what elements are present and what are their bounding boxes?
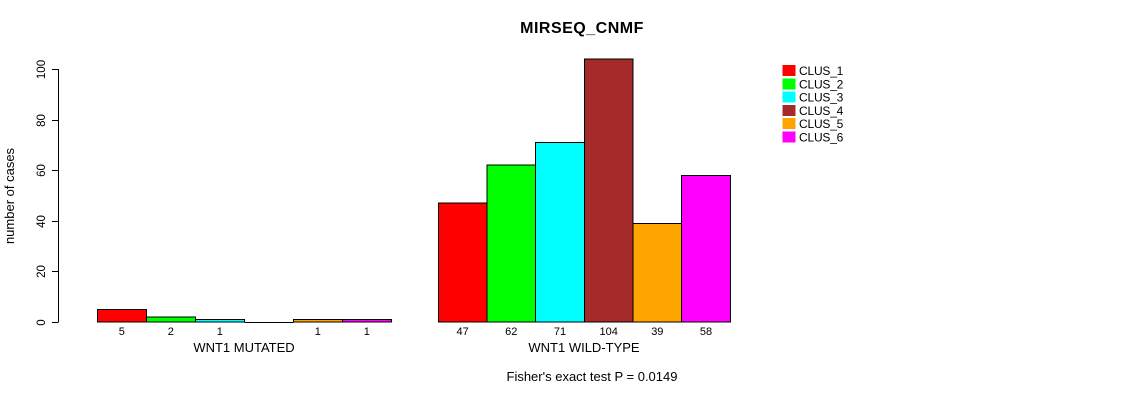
legend-label-clus_2: CLUS_2: [799, 77, 844, 91]
group-label-wnt1-mutated: WNT1 MUTATED: [193, 340, 294, 355]
y-tick-label: 20: [36, 265, 48, 278]
bar-clus_2: [486, 164, 537, 323]
bar-count-label: 1: [364, 326, 370, 338]
bar-clus_2: [145, 316, 196, 323]
legend-swatch-clus_1: [782, 65, 796, 76]
bar-labels-layer: 5 2 1 1 1 47 62 71 104 39 58: [119, 326, 712, 338]
legend-label-clus_6: CLUS_6: [799, 131, 844, 145]
legend-label-clus_5: CLUS_5: [799, 117, 844, 131]
bar-count-label: 47: [457, 326, 469, 338]
bar-clus_6: [681, 174, 731, 323]
legend-swatch-clus_3: [782, 91, 796, 103]
bar-count-label: 71: [554, 326, 566, 338]
chart-title: MIRSEQ_CNMF: [520, 20, 644, 37]
fisher-test-annotation: Fisher's exact test P = 0.0149: [507, 369, 678, 384]
y-tick-label: 60: [36, 164, 48, 177]
bar-clus_5: [292, 318, 343, 323]
group-label-wnt1-wild-type: WNT1 WILD-TYPE: [528, 340, 640, 355]
legend-swatch-clus_5: [782, 118, 796, 130]
legend-swatch-clus_4: [782, 104, 796, 116]
y-tick-label: 0: [36, 319, 48, 325]
bar-count-label: 2: [168, 326, 174, 338]
legend-swatch-clus_2: [782, 78, 796, 90]
bar-count-label: 58: [700, 326, 712, 338]
legend-label-clus_4: CLUS_4: [799, 104, 844, 118]
bar-clus_3: [535, 141, 585, 323]
y-tick-label: 100: [36, 60, 48, 79]
bar-clus_1: [96, 308, 147, 323]
bar-count-label: 39: [651, 326, 663, 338]
bar-clus_4: [583, 58, 634, 323]
bar-clus_5: [632, 222, 683, 323]
y-axis: 0 20 40 60 80 100: [36, 60, 59, 326]
bar-count-label: 62: [505, 326, 517, 338]
y-tick-label: 80: [36, 114, 48, 127]
bar-clus_6: [341, 318, 392, 323]
bar-clus_1: [437, 202, 488, 323]
bar-count-label: 1: [217, 326, 223, 338]
bar-count-label: 5: [119, 326, 125, 338]
y-axis-label: number of cases: [2, 147, 17, 244]
y-tick-label: 40: [36, 215, 48, 228]
legend-label-clus_1: CLUS_1: [799, 64, 844, 78]
bar-clus_3: [194, 318, 245, 323]
legend-swatch-clus_6: [782, 131, 796, 143]
bar-count-label: 104: [599, 326, 617, 338]
legend-label-clus_3: CLUS_3: [799, 91, 844, 105]
bar-count-label: 1: [315, 326, 321, 338]
bars-layer: [96, 58, 731, 323]
